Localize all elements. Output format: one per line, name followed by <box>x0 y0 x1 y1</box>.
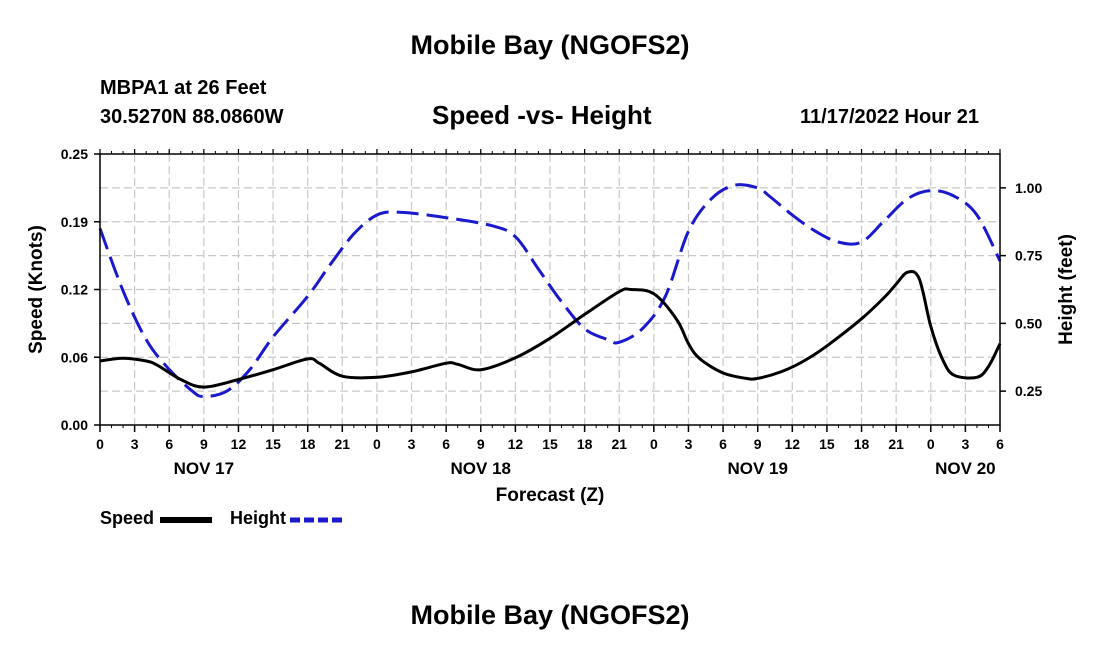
footer-title: Mobile Bay (NGOFS2) <box>410 600 690 630</box>
x-tick-label: 0 <box>927 436 935 452</box>
forecast-timestamp: 11/17/2022 Hour 21 <box>800 106 980 128</box>
x-tick-label: 15 <box>819 436 835 452</box>
grid-lines <box>100 154 1000 425</box>
x-tick-label: 3 <box>685 436 693 452</box>
x-tick-label: 9 <box>477 436 485 452</box>
y2-tick-label: 0.50 <box>1015 315 1042 331</box>
x-tick-label: 3 <box>961 436 969 452</box>
x-tick-label: 0 <box>650 436 658 452</box>
y2-tick-label: 1.00 <box>1015 180 1042 196</box>
x-tick-label: 0 <box>373 436 381 452</box>
x-tick-label: 6 <box>165 436 173 452</box>
x-tick-label: 9 <box>754 436 762 452</box>
date-label: NOV 17 <box>174 459 234 478</box>
station-coordinates: 30.5270N 88.0860W <box>100 106 284 128</box>
y-tick-label: 0.12 <box>61 282 88 298</box>
chart-title: Speed -vs- Height <box>432 100 652 130</box>
date-label: NOV 20 <box>935 459 995 478</box>
x-tick-label: 18 <box>577 436 593 452</box>
legend-speed-swatch <box>160 517 212 523</box>
x-tick-label: 6 <box>442 436 450 452</box>
x-tick-label: 21 <box>335 436 351 452</box>
x-tick-label: 0 <box>96 436 104 452</box>
y-axis-title: Speed (Knots) <box>26 225 47 354</box>
date-label: NOV 18 <box>451 459 511 478</box>
y-tick-label: 0.25 <box>61 146 88 162</box>
y2-axis-title: Height (feet) <box>1056 234 1077 345</box>
x-axis-title: Forecast (Z) <box>496 485 605 506</box>
x-tick-label: 12 <box>785 436 801 452</box>
y2-tick-label: 0.75 <box>1015 248 1042 264</box>
y-tick-label: 0.00 <box>61 417 88 433</box>
x-tick-label: 15 <box>542 436 558 452</box>
x-tick-label: 15 <box>265 436 281 452</box>
series-lines <box>98 183 1002 399</box>
y2-tick-label: 0.25 <box>1015 383 1042 399</box>
height-series-line <box>98 183 1002 399</box>
x-tick-label: 21 <box>888 436 904 452</box>
x-tick-label: 18 <box>300 436 316 452</box>
legend-height-swatch <box>290 517 344 523</box>
axes <box>94 149 1006 432</box>
x-tick-label: 18 <box>854 436 870 452</box>
page-title: Mobile Bay (NGOFS2) <box>410 30 690 60</box>
y-tick-label: 0.19 <box>61 214 88 230</box>
axis-labels: 0 3 6 9 12 15 18 21 0 3 6 9 12 15 18 21 0 3 6 9 12 15 18 21 0 3 6 0… <box>26 146 1077 506</box>
x-tick-label: 6 <box>996 436 1004 452</box>
legend-height-label: Height <box>230 508 286 528</box>
x-tick-label: 9 <box>200 436 208 452</box>
x-tick-label: 12 <box>508 436 524 452</box>
x-tick-label: 3 <box>131 436 139 452</box>
legend-speed-label: Speed <box>100 508 155 528</box>
x-tick-label: 6 <box>719 436 727 452</box>
x-tick-label: 3 <box>408 436 416 452</box>
x-tick-label: 21 <box>611 436 627 452</box>
x-tick-label: 12 <box>231 436 247 452</box>
y-tick-label: 0.06 <box>61 349 88 365</box>
date-label: NOV 19 <box>727 459 787 478</box>
station-label: MBPA1 at 26 Feet <box>100 77 267 99</box>
speed-series-line <box>99 269 1002 389</box>
